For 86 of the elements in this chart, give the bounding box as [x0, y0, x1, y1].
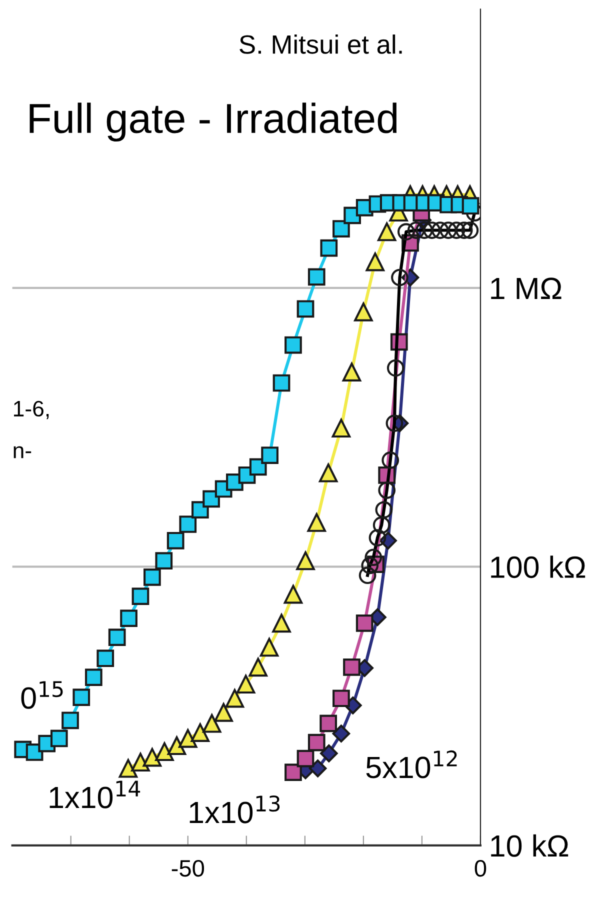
- point: [296, 551, 315, 570]
- point: [261, 446, 278, 464]
- point: [144, 568, 161, 586]
- annotation: n-: [14, 446, 32, 458]
- point: [248, 658, 268, 677]
- point: [342, 362, 362, 382]
- point: [366, 252, 385, 272]
- point: [448, 222, 466, 239]
- point: [118, 759, 138, 778]
- point: [166, 532, 184, 550]
- point: [296, 750, 314, 768]
- point: [132, 588, 150, 605]
- point: [440, 222, 457, 239]
- point: [190, 723, 210, 742]
- point: [307, 513, 326, 532]
- series-label: 0$^{15}$: [21, 681, 63, 709]
- point: [50, 730, 68, 748]
- series-label: 5x10$^{12}$: [366, 750, 457, 778]
- point: [72, 688, 90, 706]
- point: [382, 452, 400, 469]
- point: [343, 658, 360, 676]
- point: [372, 516, 390, 534]
- point: [386, 414, 404, 432]
- point: [375, 501, 393, 518]
- point: [354, 302, 373, 322]
- point: [332, 724, 350, 742]
- point: [272, 374, 290, 392]
- point: [308, 759, 327, 778]
- point: [308, 268, 326, 286]
- annotation: S. Mitsui et al.: [240, 34, 402, 54]
- point: [179, 516, 197, 533]
- point: [423, 222, 441, 239]
- annotation: 1-6,: [14, 400, 49, 420]
- x-tick-label: 0: [474, 860, 486, 877]
- point: [378, 482, 396, 499]
- point: [84, 668, 102, 686]
- point: [320, 239, 338, 257]
- point: [332, 690, 350, 708]
- point: [431, 222, 449, 239]
- point: [364, 548, 382, 566]
- point: [120, 610, 138, 627]
- point: [236, 674, 256, 694]
- point: [308, 734, 326, 752]
- point: [377, 222, 396, 242]
- point: [386, 359, 404, 377]
- point: [358, 566, 376, 584]
- point: [332, 418, 351, 438]
- point: [96, 650, 114, 668]
- point: [332, 220, 350, 238]
- series-label: 1x10$^{14}$: [50, 780, 140, 808]
- point: [131, 752, 150, 772]
- point: [356, 614, 374, 632]
- y-tick-label: 10 kΩ: [491, 834, 568, 857]
- point: [361, 556, 379, 574]
- point: [214, 703, 233, 722]
- point: [155, 742, 174, 762]
- point: [461, 222, 479, 239]
- point: [368, 529, 386, 546]
- point: [284, 584, 303, 604]
- point: [62, 712, 79, 730]
- point: [391, 268, 408, 286]
- point: [296, 300, 314, 318]
- point: [108, 628, 126, 646]
- text: Full gate - Irradiated: [30, 102, 397, 142]
- point: [272, 614, 291, 633]
- point: [155, 552, 173, 570]
- point: [284, 764, 302, 781]
- point: [407, 222, 425, 239]
- point: [318, 464, 338, 482]
- point: [397, 223, 415, 240]
- point: [167, 736, 186, 756]
- point: [320, 714, 338, 732]
- point: [416, 222, 433, 239]
- point: [284, 336, 302, 354]
- series-label: 1x10$^{13}$: [190, 795, 280, 824]
- point: [462, 197, 480, 215]
- point: [202, 714, 222, 733]
- x-tick-label: -50: [172, 860, 204, 877]
- y-tick-label: 1 MΩ: [491, 278, 562, 299]
- point: [225, 689, 244, 708]
- y-tick-label: 100 kΩ: [491, 556, 586, 578]
- point: [142, 748, 162, 767]
- point: [178, 729, 198, 748]
- point: [320, 744, 338, 762]
- point: [260, 638, 279, 657]
- point: [455, 222, 473, 239]
